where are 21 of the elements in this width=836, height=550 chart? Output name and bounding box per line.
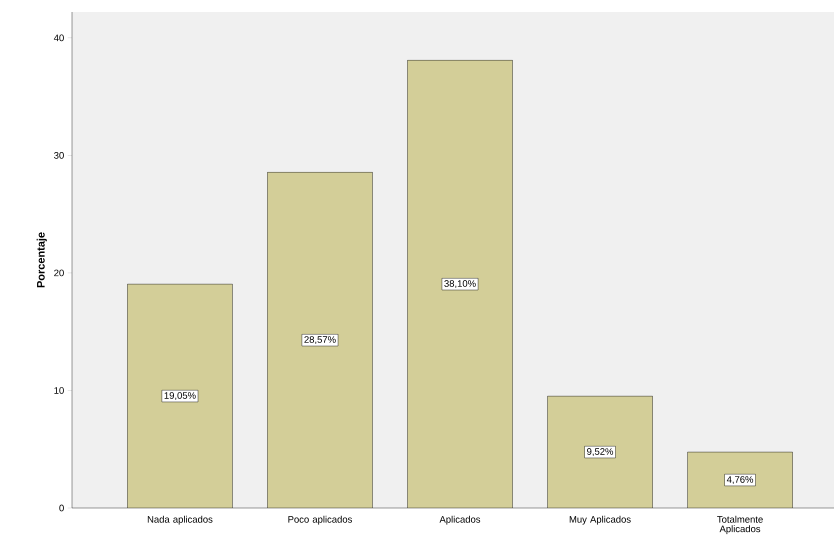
data-label: 9,52% xyxy=(587,448,614,456)
bar xyxy=(127,284,232,508)
bar xyxy=(267,172,372,508)
x-tick-label: Muy Aplicados xyxy=(570,516,631,525)
y-tick-label: 20 xyxy=(54,270,64,276)
data-label: 38,10% xyxy=(444,280,476,288)
data-label: 19,05% xyxy=(164,392,196,400)
y-axis-title: Porcentaje xyxy=(36,232,47,288)
bar xyxy=(548,396,653,508)
x-tick-label: Poco aplicados xyxy=(288,516,352,525)
data-label: 28,57% xyxy=(304,336,336,344)
x-tick-label: Totalmente Aplicados xyxy=(717,516,763,534)
y-tick-label: 30 xyxy=(54,152,64,159)
bar xyxy=(407,60,513,508)
bar xyxy=(687,452,793,508)
y-tick-label: 10 xyxy=(54,387,64,394)
y-tick-label: 0 xyxy=(59,504,64,512)
y-tick-label: 40 xyxy=(54,34,64,42)
x-tick-label: Nada aplicados xyxy=(148,516,212,525)
x-tick-label: Aplicados xyxy=(440,516,480,525)
data-label: 4,76% xyxy=(726,476,754,484)
